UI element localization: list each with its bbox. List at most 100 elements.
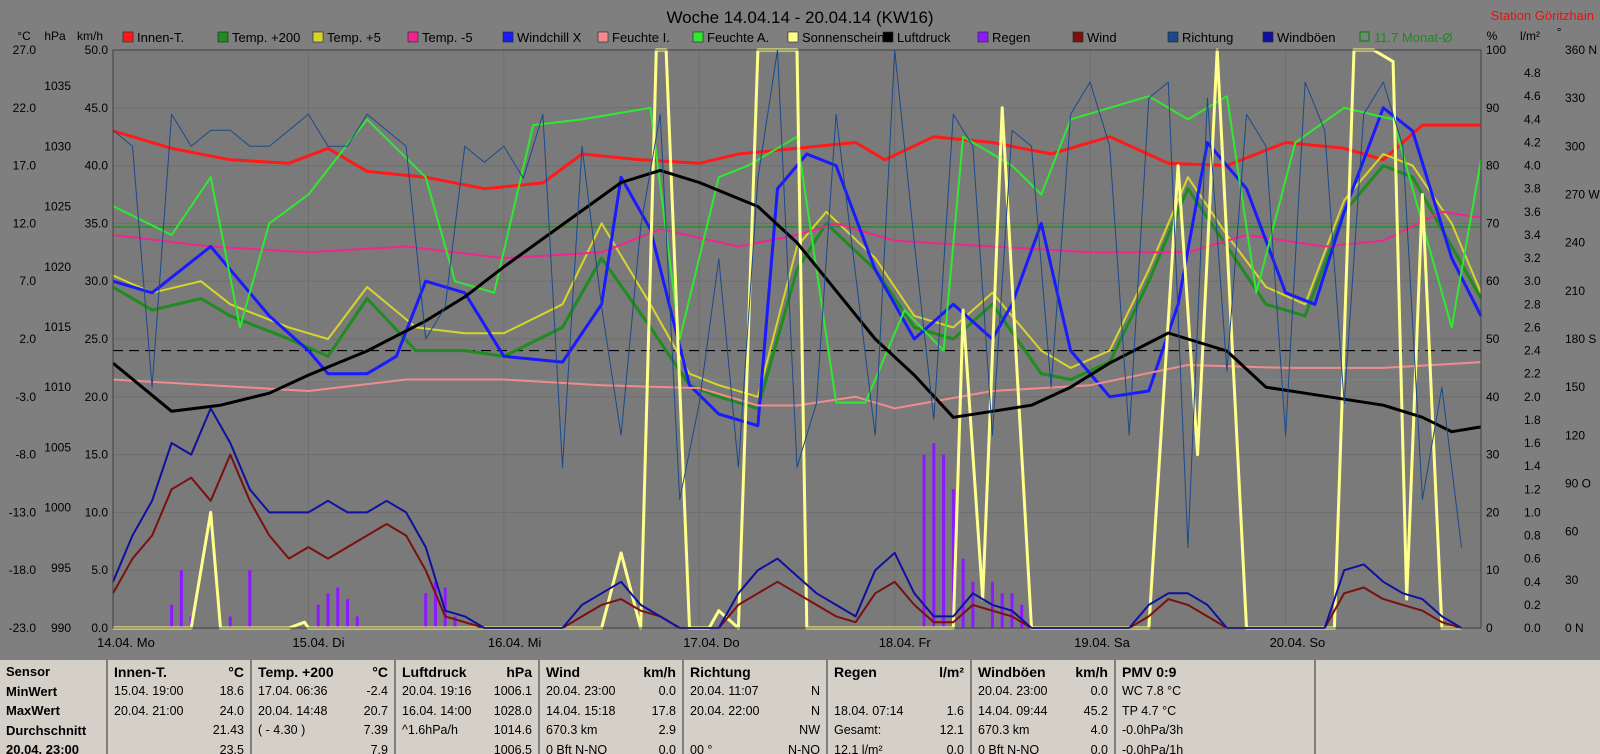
tick-label-kmh: 50.0	[85, 43, 109, 57]
tick-label-lm2: 0.6	[1524, 552, 1541, 566]
tick-label-kmh: 20.0	[85, 390, 109, 404]
cell-value: 20.7	[363, 703, 388, 718]
cell-value: N	[810, 684, 820, 699]
column-header: Wind	[546, 663, 581, 680]
tick-label-kmh: 15.0	[85, 448, 109, 462]
table-row: 0 Bft N-NO 0.0	[546, 740, 676, 754]
tick-label-degrees: 270 W	[1565, 188, 1600, 202]
rain-bar	[355, 616, 359, 628]
tick-label-percent: 20	[1486, 505, 1500, 519]
column-unit: °C	[228, 663, 244, 680]
table-row: 7.9	[258, 740, 388, 754]
cell-label: 20.04. 19:16	[402, 684, 472, 699]
tick-label-degrees: 360 N	[1565, 43, 1597, 57]
tick-label-hpa: 1010	[44, 380, 71, 394]
tick-label-kmh: 10.0	[85, 505, 109, 519]
cell-value: 12.1	[939, 723, 964, 738]
tick-label-percent: 0	[1486, 621, 1493, 635]
cell-label: 670.3 km	[546, 723, 598, 738]
cell-value: 1.6	[946, 703, 964, 718]
legend-label: Innen-T.	[137, 30, 184, 45]
tick-label-lm2: 1.4	[1524, 459, 1541, 473]
tick-label-degrees: 150	[1565, 380, 1585, 394]
cell-label: 00 °	[690, 742, 713, 754]
rain-bar	[424, 593, 428, 628]
unit-degrees: °	[1557, 25, 1562, 39]
legend-swatch	[122, 31, 134, 43]
rain-bar	[1020, 604, 1024, 628]
x-tick-label: 16.04. Mi	[488, 635, 542, 650]
cell-value: N	[810, 703, 820, 718]
tick-label-celsius: -13.0	[9, 505, 37, 519]
table-row	[834, 682, 964, 702]
tick-label-hpa: 1000	[44, 501, 71, 515]
tick-label-lm2: 4.8	[1524, 66, 1541, 80]
legend-swatch	[1167, 31, 1179, 43]
legend-label: Feuchte I.	[612, 30, 670, 45]
cell-value: 0.0	[1090, 684, 1108, 699]
legend-label: Sonnenschein	[802, 30, 884, 45]
table-row: 20.04. 14:48 20.7	[258, 701, 388, 721]
cell-label: 0 Bft N-NO	[978, 742, 1040, 754]
cell-value: 4.0	[1090, 723, 1108, 738]
tick-label-lm2: 4.4	[1524, 112, 1541, 126]
unit-kmh: km/h	[77, 29, 103, 43]
tick-label-kmh: 5.0	[91, 563, 108, 577]
cell-value: -2.4	[366, 684, 388, 699]
tick-label-kmh: 0.0	[91, 621, 108, 635]
cell-value: 18.6	[219, 684, 244, 699]
tick-label-degrees: 120	[1565, 428, 1585, 442]
tick-label-lm2: 2.6	[1524, 320, 1541, 334]
table-column: Richtung 20.04. 11:07 N 20.04. 22:00 N NW 00 °…	[684, 660, 828, 754]
tick-label-percent: 10	[1486, 563, 1500, 577]
tick-label-hpa: 995	[51, 561, 71, 575]
cell-value: 1028.0	[493, 703, 532, 718]
cell-value: 7.9	[370, 742, 388, 754]
table-row: Gesamt: 12.1	[834, 721, 964, 741]
tick-label-lm2: 0.4	[1524, 575, 1541, 589]
legend-label: Regen	[992, 30, 1030, 45]
tick-label-lm2: 3.0	[1524, 274, 1541, 288]
cell-value: 1014.6	[493, 723, 532, 738]
tick-label-degrees: 180 S	[1565, 332, 1596, 346]
table-row: 12.1 l/m² 0.0	[834, 740, 964, 754]
cell-label: 20.04. 21:00	[114, 703, 184, 718]
cell-value: 17.8	[651, 703, 676, 718]
tick-label-celsius: 2.0	[19, 332, 36, 346]
row-label: Durchschnitt	[6, 722, 87, 738]
tick-label-percent: 60	[1486, 274, 1500, 288]
cell-label: -0.0hPa/1h	[1122, 742, 1184, 754]
tick-label-lm2: 0.2	[1524, 598, 1541, 612]
tick-label-percent: 30	[1486, 448, 1500, 462]
cell-label: 670.3 km	[978, 723, 1030, 738]
reference-lines	[113, 226, 1481, 381]
unit-percent: %	[1487, 29, 1498, 43]
tick-label-hpa: 1030	[44, 139, 71, 153]
tick-label-percent: 40	[1486, 390, 1500, 404]
table-column: Regen l/m² 18.04. 07:14 1.6 Gesamt: 12.1 12.1 …	[828, 660, 972, 754]
legend-swatch	[502, 31, 514, 43]
cell-label: 20.04. 23:00	[546, 684, 616, 699]
rain-bar	[228, 616, 232, 628]
legend-swatch	[1262, 31, 1274, 43]
sensor-column: Sensor MinWert MaxWert Durchschnitt 20.0…	[0, 660, 108, 754]
table-row: 14.04. 15:18 17.8	[546, 701, 676, 721]
legend-swatch	[1072, 31, 1084, 43]
tick-label-celsius: 7.0	[19, 274, 36, 288]
legend-swatch	[692, 31, 704, 43]
rain-bar	[932, 443, 936, 628]
tick-label-celsius: 22.0	[13, 101, 37, 115]
table-row: -0.0hPa/1h	[1122, 740, 1308, 754]
tick-label-degrees: 30	[1565, 573, 1579, 587]
legend-label: Temp. -5	[422, 30, 473, 45]
chart-title: Woche 14.04.14 - 20.04.14 (KW16)	[666, 8, 933, 27]
legend-label: 11.7 Monat-Ø	[1374, 30, 1453, 45]
rain-bar	[336, 587, 340, 628]
cell-label: 15.04. 19:00	[114, 684, 184, 699]
table-row: 20.04. 11:07 N	[690, 682, 820, 702]
table-row: 20.04. 23:00 0.0	[978, 682, 1108, 702]
weather-chart: 27.0 22.0 17.0 12.0 7.0 2.0 -3.0 -8.0 -13.0 -18.0…	[8, 8, 1600, 650]
tick-label-celsius: 12.0	[13, 216, 37, 230]
cell-value: 45.2	[1083, 703, 1108, 718]
tick-label-lm2: 4.2	[1524, 135, 1541, 149]
